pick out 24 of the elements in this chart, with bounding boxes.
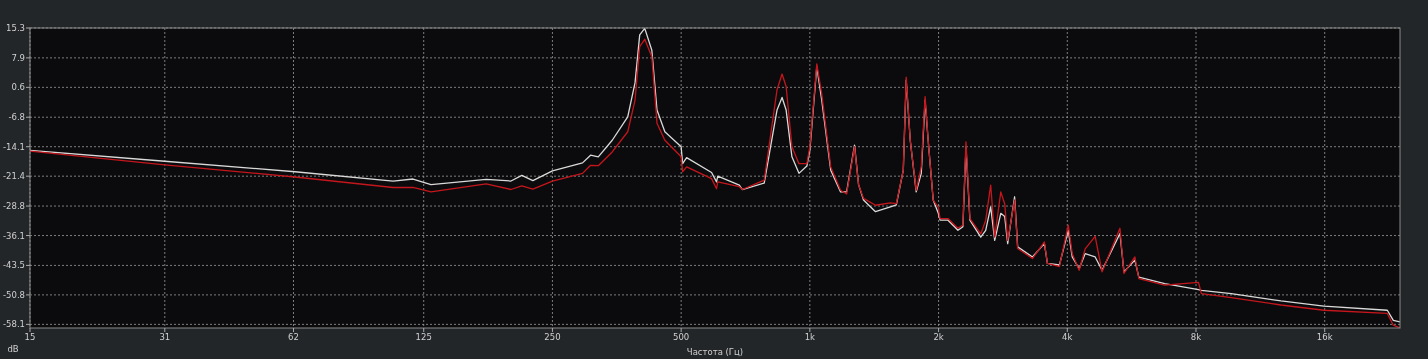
y-tick-label: -50.8: [3, 289, 25, 300]
x-tick-label: 15: [24, 332, 36, 342]
y-tick-label: 0.6: [11, 82, 25, 93]
x-tick-label: 8k: [1190, 332, 1202, 342]
y-tick-label: -58.1: [3, 319, 25, 330]
y-tick-label: -21.4: [3, 171, 25, 182]
x-tick-label: 250: [544, 332, 561, 342]
x-tick-label: 500: [673, 332, 690, 342]
x-axis-title: Частота (Гц): [686, 347, 744, 357]
y-tick-label: -43.5: [3, 260, 25, 271]
y-tick-label: -36.1: [3, 230, 25, 241]
x-tick-label: 31: [159, 332, 171, 342]
x-tick-label: 16k: [1316, 332, 1333, 342]
x-tick-label: 1k: [804, 332, 816, 342]
x-tick-label: 62: [288, 332, 299, 342]
y-tick-label: -14.1: [3, 141, 25, 152]
y-tick-label: -6.8: [8, 112, 25, 123]
x-tick-label: 2k: [933, 332, 944, 342]
x-tick-label: 4k: [1062, 332, 1073, 342]
y-tick-label: 7.9: [11, 52, 25, 63]
x-tick-label: 125: [415, 332, 432, 342]
y-tick-label: -28.8: [3, 201, 25, 212]
y-axis-title: dB: [7, 344, 19, 354]
y-tick-label: 15.3: [6, 22, 25, 33]
